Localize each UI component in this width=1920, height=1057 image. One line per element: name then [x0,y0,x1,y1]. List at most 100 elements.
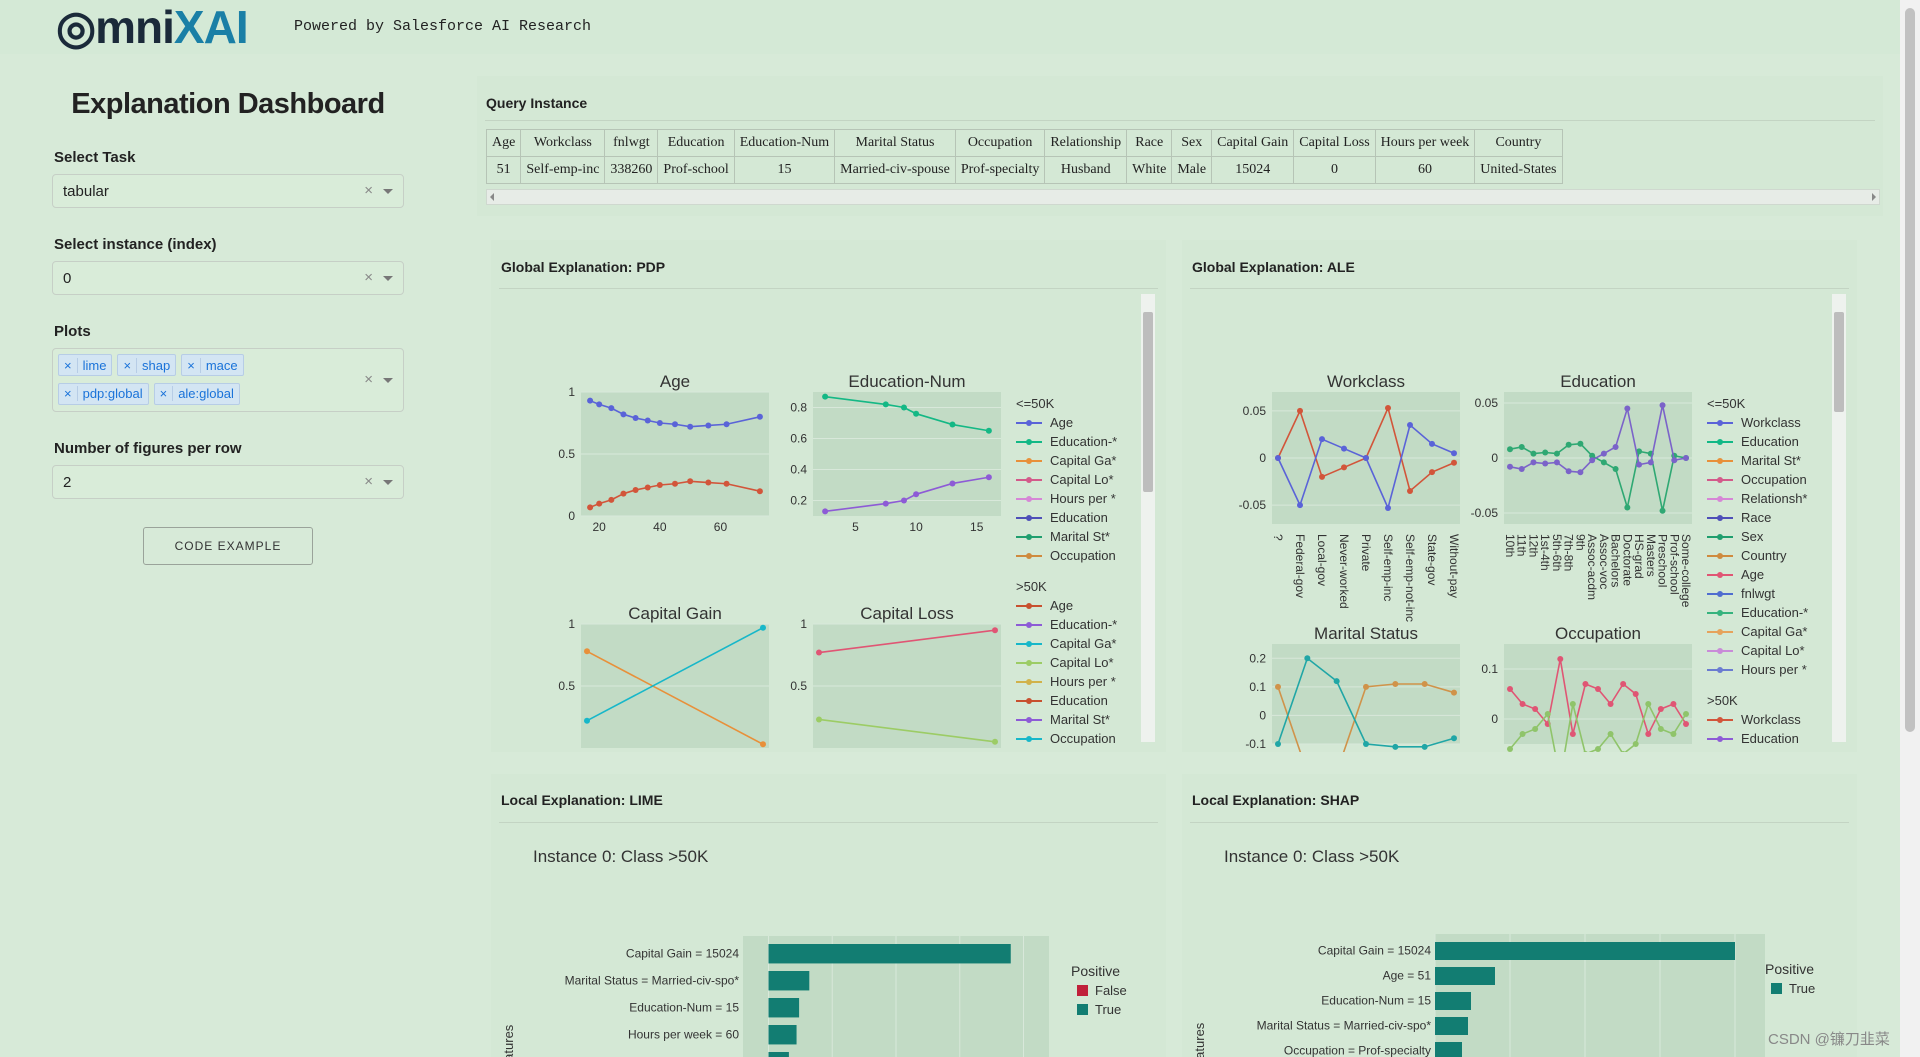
legend-item: Country [1741,548,1787,563]
data-point [1595,746,1601,752]
plot-tag[interactable]: × pdp:global [58,382,149,405]
clear-icon[interactable]: × [364,371,373,388]
data-point [1451,735,1457,742]
series-line [825,395,990,432]
data-point [1319,436,1325,443]
select-instance-label: Select instance (index) [54,236,217,253]
data-point [822,393,829,400]
plot-tag[interactable]: × lime [58,354,113,376]
data-point [1657,706,1664,712]
legend-marker [1717,439,1723,445]
legend-item: Capital Ga* [1741,624,1807,639]
data-point [1636,461,1643,468]
table-cell: 15 [733,156,836,184]
remove-tag-icon[interactable]: × [155,386,174,401]
chevron-down-icon[interactable] [383,276,393,281]
clear-icon[interactable]: × [364,269,373,286]
x-tick-label: 9th [1573,534,1587,551]
data-point [1659,402,1666,409]
y-tick-label: 0.8 [790,401,807,415]
data-point [1304,655,1311,662]
watermark: CSDN @镰刀韭菜 [1768,1031,1890,1048]
task-select[interactable]: tabular × [52,174,404,208]
code-example-button[interactable]: CODE EXAMPLE [143,527,313,565]
column-header: Country [1474,129,1563,157]
data-point [1620,751,1626,752]
bar-label: Occupation = Prof-specialty [1284,1044,1431,1057]
remove-tag-icon[interactable]: × [182,357,201,373]
y-tick-label: -0.1 [1245,737,1266,751]
data-point [1645,731,1652,737]
plot-tag[interactable]: × shap [117,354,177,376]
data-point [1275,455,1281,461]
clear-icon[interactable]: × [364,473,373,490]
data-point [608,405,615,412]
y-tick-label: 0.2 [1249,651,1266,665]
legend-marker [1026,534,1032,540]
data-point [1519,701,1526,707]
column-header: fnlwgt [604,129,659,157]
legend-item: fnlwgt [1741,586,1775,601]
chevron-down-icon[interactable] [383,189,393,194]
data-point [1532,706,1539,712]
data-point [1429,469,1435,476]
legend-item: Sex [1741,529,1764,544]
x-tick-label: 15 [970,520,984,534]
legend-marker [1026,698,1032,704]
figures-per-row-select[interactable]: 2 × [52,465,404,499]
bar [1435,967,1495,985]
clear-icon[interactable]: × [364,182,373,199]
data-point [1341,464,1347,471]
remove-tag-icon[interactable]: × [59,357,78,373]
dashboard-title: Explanation Dashboard [71,88,385,120]
plots-multiselect[interactable]: × lime × shap × mace × pdp:global × ale:globa… [52,348,404,412]
data-point [1421,681,1428,687]
query-instance-title: Query Instance [486,95,588,111]
chevron-down-icon[interactable] [383,378,393,383]
data-point [1542,449,1549,456]
data-point [900,497,907,504]
page-scrollbar[interactable] [1900,0,1920,1057]
series-line [1509,442,1687,511]
pdp-scrollbar[interactable] [1141,294,1155,742]
data-point [1429,440,1435,447]
data-point [656,420,663,426]
legend-item: Marital St* [1741,453,1801,468]
query-table-row: 51 Self-emp-inc 338260 Prof-school 15 Married… [485,156,1563,184]
data-point [949,480,956,487]
plot-tag[interactable]: × ale:global [153,382,240,405]
data-point [1507,686,1513,692]
instance-select[interactable]: 0 × [52,261,404,295]
bar [1435,1017,1468,1035]
data-point [1542,460,1549,467]
y-tick-label: 0 [1259,708,1266,722]
plot-tag[interactable]: × mace [181,354,244,376]
legend-marker [1717,610,1723,616]
column-header: Hours per week [1374,129,1476,157]
data-point [816,649,822,656]
table-horizontal-scrollbar[interactable] [486,189,1880,205]
legend-item: Capital Lo* [1741,643,1805,658]
legend-item: Hours per * [1741,662,1807,677]
legend-item: Education [1741,434,1799,449]
data-point [1595,686,1601,692]
data-point [1612,444,1619,450]
legend-marker [1026,496,1032,502]
data-point [1569,731,1576,737]
bar [768,1025,797,1045]
ale-scrollbar[interactable] [1832,294,1846,742]
data-point [992,627,998,634]
legend-marker [1717,629,1723,635]
remove-tag-icon[interactable]: × [118,357,138,373]
data-point [882,500,889,507]
data-point [1632,691,1639,697]
remove-tag-icon[interactable]: × [59,386,78,401]
data-point [1577,469,1584,476]
legend-swatch [1771,983,1782,994]
subplot-title: Capital Gain [628,604,722,623]
legend-item: Education [1741,731,1799,746]
legend-item: Education-* [1050,617,1117,632]
data-point [672,480,678,487]
chevron-down-icon[interactable] [383,480,393,485]
data-point [1647,459,1654,466]
